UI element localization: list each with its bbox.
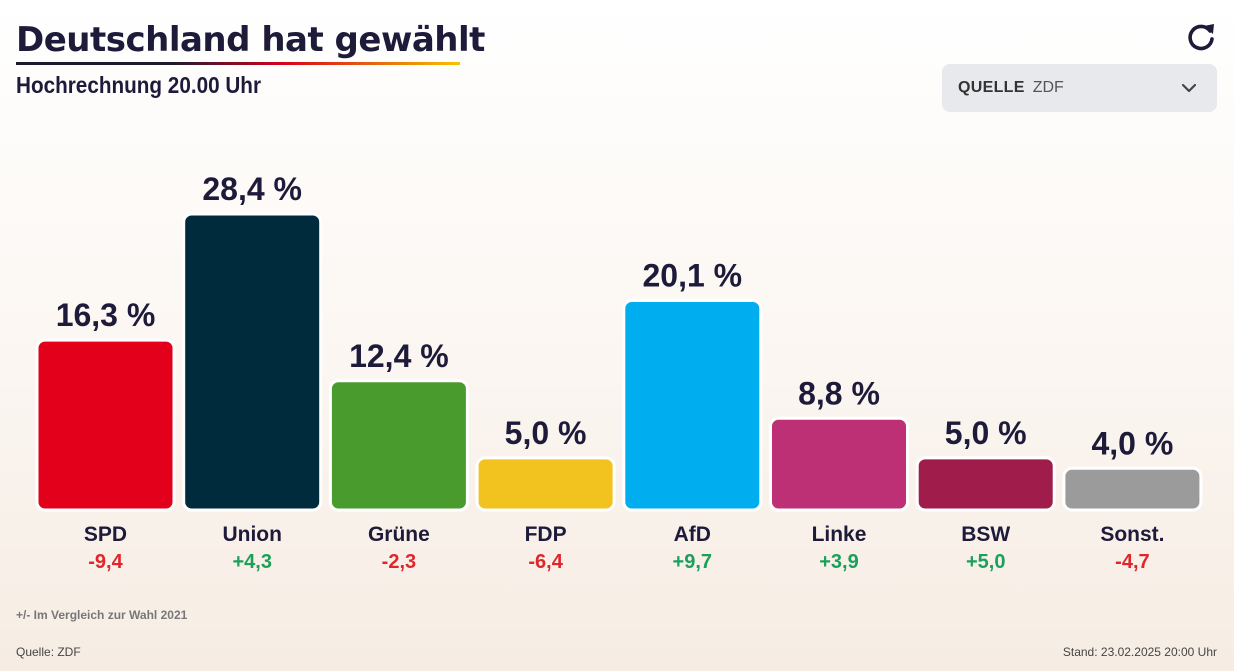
bar-value-label: 5,0 % [505,415,587,451]
party-label: Linke [812,523,867,546]
bar-value-label: 5,0 % [945,415,1027,451]
party-label: BSW [961,523,1010,546]
source-select-label: QUELLE [958,79,1025,96]
source-select-value: ZDF [1032,79,1064,96]
party-label: SPD [84,523,127,546]
bar-union [182,212,323,512]
bar-value-label: 8,8 % [798,375,880,411]
bar-spd [35,338,176,512]
page-subtitle: Hochrechnung 20.00 Uhr [16,72,262,98]
bar-afd [622,299,763,512]
comparison-note: +/- Im Vergleich zur Wahl 2021 [16,608,188,622]
bar-sonst [1062,466,1203,512]
source-select[interactable]: QUELLE ZDF [942,64,1217,112]
diff-label: +3,9 [819,551,858,573]
diff-label: +4,3 [232,551,271,573]
party-label: AfD [674,523,711,546]
diff-label: -4,7 [1115,551,1149,573]
title-underline [16,62,460,65]
bar-value-label: 20,1 % [642,258,742,294]
chevron-down-icon [1181,83,1197,93]
bar-fdp [475,456,616,512]
diff-label: -9,4 [88,551,123,573]
bar-value-label: 4,0 % [1091,425,1173,461]
bar-value-label: 16,3 % [56,297,156,333]
diff-label: +5,0 [966,551,1005,573]
party-label: Sonst. [1100,523,1164,546]
party-label: Union [222,523,281,546]
bar-grüne [328,379,469,512]
refresh-icon [1188,24,1214,51]
diff-label: -6,4 [528,551,563,573]
source-footnote: Quelle: ZDF [16,645,81,659]
bar-value-label: 28,4 % [202,171,302,207]
timestamp-footnote: Stand: 23.02.2025 20:00 Uhr [1062,645,1217,659]
refresh-button[interactable] [1184,20,1218,54]
page-title: Deutschland hat gewählt [16,20,485,60]
party-label: Grüne [368,523,430,546]
bar-chart: 16,3 % SPD -9,4 28,4 % Union +4,3 12,4 % Grüne -… [35,171,1203,573]
bar-value-label: 12,4 % [349,338,449,374]
bar-linke [769,416,909,512]
bar-bsw [915,456,1056,512]
diff-label: -2,3 [382,551,416,573]
diff-label: +9,7 [673,551,712,573]
party-label: FDP [525,523,567,546]
